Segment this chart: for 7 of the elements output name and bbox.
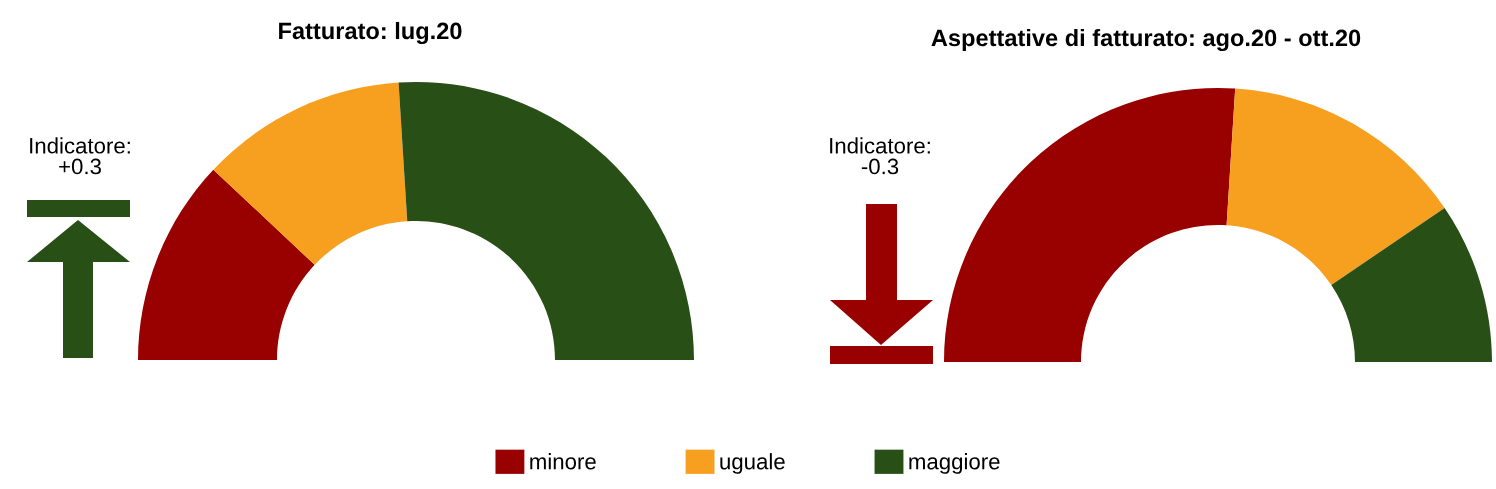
- text: Indicatore: +0.3: [30, 137, 130, 175]
- text: Indicatore: -0.3: [830, 137, 930, 175]
- legend-label: uguale: [720, 453, 785, 474]
- legend-label: maggiore: [909, 453, 1000, 474]
- chart-title: Fatturato: lug.20: [279, 21, 462, 45]
- chart-title: Aspettative di fatturato: ago.20 - ott.20: [931, 28, 1361, 52]
- legend-label: minore: [530, 453, 596, 470]
